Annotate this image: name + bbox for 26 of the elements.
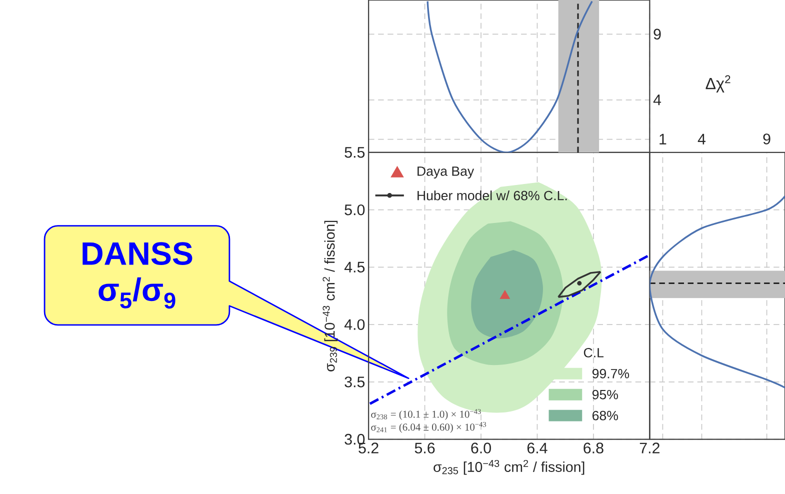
y-tick-label: 5.5 xyxy=(344,147,365,158)
legend-label: 68% xyxy=(592,411,618,420)
legend-label: Daya Bay xyxy=(418,166,474,179)
x-tick-label: 1 xyxy=(660,134,666,145)
x-tick-label: 9 xyxy=(763,134,770,145)
y-tick-label: 5.0 xyxy=(344,204,365,216)
x-tick-label: 5.2 xyxy=(358,442,378,454)
x-axis-title: σ$_{235}$ [10$^{−43}$ cm$^{2}$ / fission] xyxy=(434,460,584,475)
y-axis-title: Δχ$^{2}$ xyxy=(706,75,730,93)
x-tick-label: 5.6 xyxy=(414,442,435,454)
text: DANSS σ$_{5}$/σ$_{9}$ xyxy=(82,242,192,309)
legend-label: 99.7% xyxy=(592,369,630,379)
x-tick-label: 6.0 xyxy=(471,442,491,454)
y-tick-label: 4.0 xyxy=(344,319,365,330)
y-axis-title: σ$_{239}$ [10$^{−43}$ cm$^{2}$ / fission] xyxy=(322,221,338,372)
legend-label: 95% xyxy=(592,390,618,400)
annotation: σ$_{238}$ = (10.1 ± 1.0) × 10$^{−43}$ xyxy=(371,409,481,420)
y-tick-label: 3.5 xyxy=(344,376,365,388)
legend-title: C.L xyxy=(584,348,604,358)
x-tick-label: 6.4 xyxy=(527,442,548,454)
x-tick-label: 7.2 xyxy=(640,442,660,454)
x-tick-label: 4 xyxy=(698,134,706,145)
y-tick-label: 4.5 xyxy=(344,262,365,273)
legend-label: Huber model w/ 68% C.L. xyxy=(418,190,567,200)
x-tick-label: 6.8 xyxy=(584,442,604,454)
annotation: σ$_{241}$ = (6.04 ± 0.60) × 10$^{−43}$ xyxy=(371,422,486,433)
